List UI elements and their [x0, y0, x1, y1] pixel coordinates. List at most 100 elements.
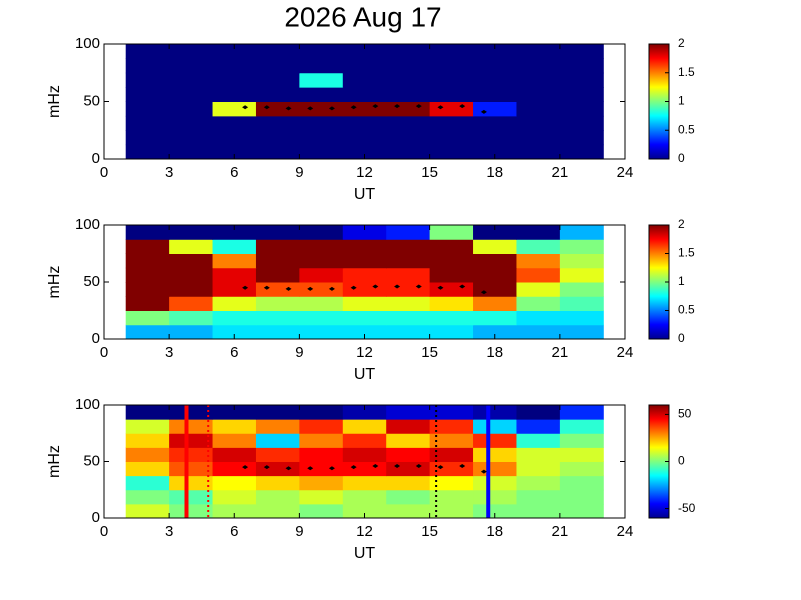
- heat-cell: [169, 130, 214, 146]
- heat-cell: [169, 44, 214, 59]
- heat-cell: [169, 87, 214, 102]
- heat-cell: [429, 44, 474, 59]
- heat-cell: [429, 503, 474, 519]
- trace-point: [285, 466, 292, 471]
- colorbar-tick-label: 1: [678, 94, 685, 108]
- heat-cell: [255, 130, 300, 146]
- heat-cell: [212, 310, 257, 326]
- x-tick-label: 6: [230, 344, 238, 361]
- heat-cell: [516, 461, 561, 477]
- heat-cell: [169, 267, 214, 283]
- heat-cell: [299, 72, 344, 88]
- heat-cell: [255, 239, 300, 254]
- heat-cell: [299, 267, 344, 283]
- heat-cell: [559, 72, 604, 88]
- heat-cell: [169, 115, 214, 131]
- heat-cell: [429, 461, 474, 477]
- heat-cell: [342, 310, 387, 326]
- trace-point: [437, 105, 444, 110]
- heat-cell: [429, 115, 474, 131]
- heat-cell: [342, 144, 387, 160]
- heat-cell: [429, 72, 474, 88]
- heat-cell: [386, 225, 431, 240]
- heat-cell: [125, 239, 170, 254]
- heat-cell: [473, 44, 517, 59]
- heat-cell: [386, 44, 431, 59]
- heat-cell: [255, 44, 300, 59]
- heat-cell: [125, 489, 170, 505]
- heat-cell: [299, 282, 344, 297]
- trace-point: [285, 286, 292, 291]
- y-tick-label: 50: [83, 452, 100, 469]
- heat-cell: [386, 433, 431, 448]
- heat-cell: [516, 144, 561, 160]
- heat-cell: [429, 87, 474, 102]
- heat-cell: [473, 267, 517, 283]
- trace-point: [372, 104, 379, 109]
- heat-cell: [473, 447, 517, 462]
- heat-cell: [299, 324, 344, 340]
- heat-cell: [516, 130, 561, 146]
- heat-cell: [516, 115, 561, 131]
- x-tick-label: 18: [486, 523, 503, 540]
- heat-cell: [125, 267, 170, 283]
- heat-cell: [299, 405, 344, 420]
- heat-cell: [255, 225, 300, 240]
- heat-cell: [516, 239, 561, 254]
- heat-cell: [559, 282, 604, 297]
- heat-cell: [342, 405, 387, 420]
- trace-point: [415, 464, 422, 469]
- trace-point: [242, 105, 249, 110]
- trace-point: [437, 465, 444, 470]
- heat-cell: [429, 433, 474, 448]
- heat-cell: [342, 87, 387, 102]
- heat-cell: [386, 447, 431, 462]
- heat-cell: [342, 225, 387, 240]
- heat-cell: [559, 503, 604, 519]
- heat-cell: [473, 87, 517, 102]
- heat-cell: [299, 239, 344, 254]
- heat-cell: [386, 489, 431, 505]
- trace-point: [350, 285, 357, 290]
- heat-cell: [169, 296, 214, 311]
- colorbar-tick-label: 1.5: [678, 246, 695, 260]
- y-tick-label: 0: [92, 330, 100, 347]
- heat-cell: [125, 282, 170, 297]
- heat-cell: [473, 324, 517, 340]
- heat-cell: [516, 310, 561, 326]
- trace-point: [328, 286, 335, 291]
- trace-point: [350, 105, 357, 110]
- trace-point: [242, 465, 249, 470]
- heat-cell: [125, 130, 170, 146]
- heat-cell: [169, 239, 214, 254]
- heat-cell: [255, 461, 300, 477]
- heat-cell: [429, 282, 474, 297]
- x-tick-label: 9: [295, 523, 303, 540]
- heat-cell: [559, 87, 604, 102]
- heat-cell: [516, 253, 561, 269]
- heat-cell: [299, 130, 344, 146]
- heat-cell: [386, 58, 431, 74]
- heat-cell: [342, 489, 387, 505]
- y-tick-label: 100: [75, 396, 100, 413]
- heat-cell: [429, 239, 474, 254]
- heat-cell: [169, 489, 214, 505]
- trace-point: [263, 285, 270, 290]
- heat-cell: [342, 130, 387, 146]
- heat-cell: [212, 461, 257, 477]
- heat-cell: [386, 324, 431, 340]
- heat-cell: [516, 58, 561, 74]
- heat-cell: [516, 44, 561, 59]
- x-tick-label: 21: [552, 344, 569, 361]
- x-tick-label: 9: [295, 164, 303, 181]
- heat-cell: [559, 253, 604, 269]
- figure-title: 2026 Aug 17: [284, 1, 441, 32]
- y-axis-label: mHz: [46, 85, 63, 118]
- heat-cell: [169, 419, 214, 434]
- heat-cell: [559, 144, 604, 160]
- heat-cell: [429, 144, 474, 160]
- heat-cell: [299, 475, 344, 491]
- heat-cell: [255, 405, 300, 420]
- heat-cell: [473, 405, 517, 420]
- heat-cell: [516, 447, 561, 462]
